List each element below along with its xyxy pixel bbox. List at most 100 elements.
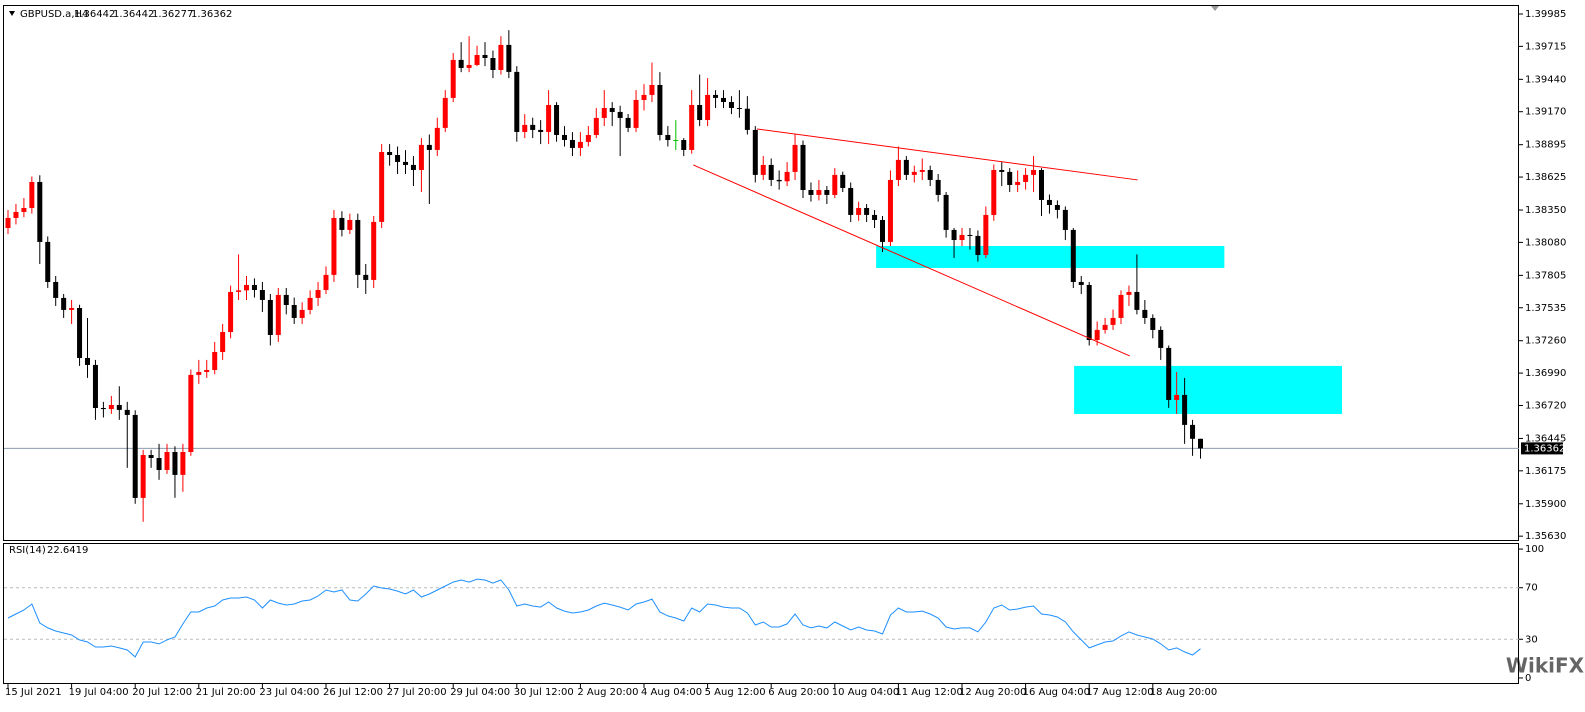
candle-body <box>92 364 98 408</box>
candle-body <box>911 171 917 175</box>
candle-body <box>172 451 178 475</box>
rsi-value: 22.6419 <box>47 545 88 556</box>
candle-body <box>697 104 703 120</box>
y-tick-label: 1.39715 <box>1525 41 1566 52</box>
candle-body <box>530 124 536 130</box>
x-tick-label: 2 Aug 20:00 <box>577 687 638 698</box>
candle-body <box>1086 284 1092 341</box>
candle-body <box>514 71 520 132</box>
candle-body <box>681 140 687 150</box>
candle-body <box>744 108 750 130</box>
y-tick-label: 1.37535 <box>1525 303 1566 314</box>
candle-body <box>180 451 186 475</box>
shift-marker <box>1211 6 1219 11</box>
candle-body <box>1166 347 1172 400</box>
candle-body <box>864 207 870 215</box>
candle-body <box>546 104 552 132</box>
y-tick-label: 1.38625 <box>1525 172 1566 183</box>
rsi-name: RSI(14) <box>9 545 46 556</box>
candle-body <box>856 207 862 215</box>
candle-body <box>713 94 719 98</box>
candle-body <box>649 84 655 95</box>
candle-body <box>490 57 496 70</box>
candle-body <box>585 134 591 142</box>
candle-body <box>291 304 297 318</box>
candle-body <box>1046 199 1052 205</box>
candle-body <box>1134 291 1140 310</box>
candle-body <box>450 59 456 98</box>
candle-body <box>728 102 734 108</box>
x-tick-label: 23 Jul 04:00 <box>259 687 319 698</box>
candle-body <box>395 154 401 162</box>
candle-body <box>196 372 202 375</box>
close-value: 1.36362 <box>191 9 232 20</box>
candle-body <box>792 144 798 172</box>
candle-body <box>474 54 480 65</box>
candle-body <box>5 217 11 229</box>
candle-body <box>967 234 973 236</box>
candle-body <box>991 169 997 215</box>
candle-body <box>315 290 321 298</box>
y-tick-label: 1.36445 <box>1525 433 1566 444</box>
x-tick-label: 11 Aug 12:00 <box>895 687 962 698</box>
candle-body <box>156 457 162 470</box>
candle-body <box>442 97 448 128</box>
candle-body <box>331 217 337 275</box>
candle-body <box>816 190 822 195</box>
candle-body <box>562 134 567 141</box>
candle-body <box>784 171 790 182</box>
x-tick-label: 6 Aug 20:00 <box>768 687 829 698</box>
candle-body <box>339 217 345 230</box>
candle-body <box>665 134 671 141</box>
candle-body <box>426 144 432 150</box>
candle-body <box>1158 329 1164 348</box>
candle-body <box>482 54 488 58</box>
candle-body <box>776 179 782 182</box>
y-tick-label: 1.36990 <box>1525 368 1566 379</box>
candle-body <box>768 164 774 180</box>
candle-body <box>69 307 75 310</box>
candle-body <box>347 219 353 230</box>
y-tick-label: 1.35630 <box>1525 531 1566 542</box>
candle-body <box>554 104 560 135</box>
candle-body <box>927 169 933 180</box>
price-panel <box>3 5 1519 541</box>
zone <box>1074 365 1343 414</box>
candle-body <box>633 99 639 128</box>
y-tick-label: 1.38895 <box>1525 140 1566 151</box>
candle-body <box>275 294 281 335</box>
candle-body <box>673 140 679 142</box>
candle-body <box>116 404 122 410</box>
x-tick-label: 4 Aug 04:00 <box>641 687 702 698</box>
candle-body <box>363 274 369 280</box>
candle-body <box>983 214 989 255</box>
candle-body <box>1039 169 1044 200</box>
y-tick-label: 1.36720 <box>1525 400 1566 411</box>
x-tick-label: 30 Jul 12:00 <box>514 687 574 698</box>
candle-body <box>1070 229 1076 282</box>
candle-body <box>689 104 695 150</box>
candle-body <box>403 161 408 165</box>
y-tick-label: 1.39170 <box>1525 107 1566 118</box>
candle-body <box>77 307 83 358</box>
candle-body <box>244 284 249 291</box>
candle-body <box>736 107 742 109</box>
candle-body <box>410 164 416 170</box>
candle-body <box>1150 317 1156 330</box>
candle-body <box>1174 394 1180 400</box>
candle-body <box>848 187 854 215</box>
candle-body <box>832 174 838 195</box>
high-value: 1.36442 <box>113 9 154 20</box>
candle-body <box>418 144 424 170</box>
candle-body <box>1110 317 1116 325</box>
price-label-box <box>1521 442 1563 455</box>
candle-body <box>895 159 901 180</box>
rsi-y-tick-label: 100 <box>1525 544 1544 555</box>
candle-body <box>228 291 234 332</box>
x-tick-label: 15 Jul 2021 <box>5 687 62 698</box>
candle-body <box>379 151 385 222</box>
candle-body <box>880 219 885 242</box>
candle-body <box>236 290 242 292</box>
y-tick-label: 1.37260 <box>1525 336 1566 347</box>
